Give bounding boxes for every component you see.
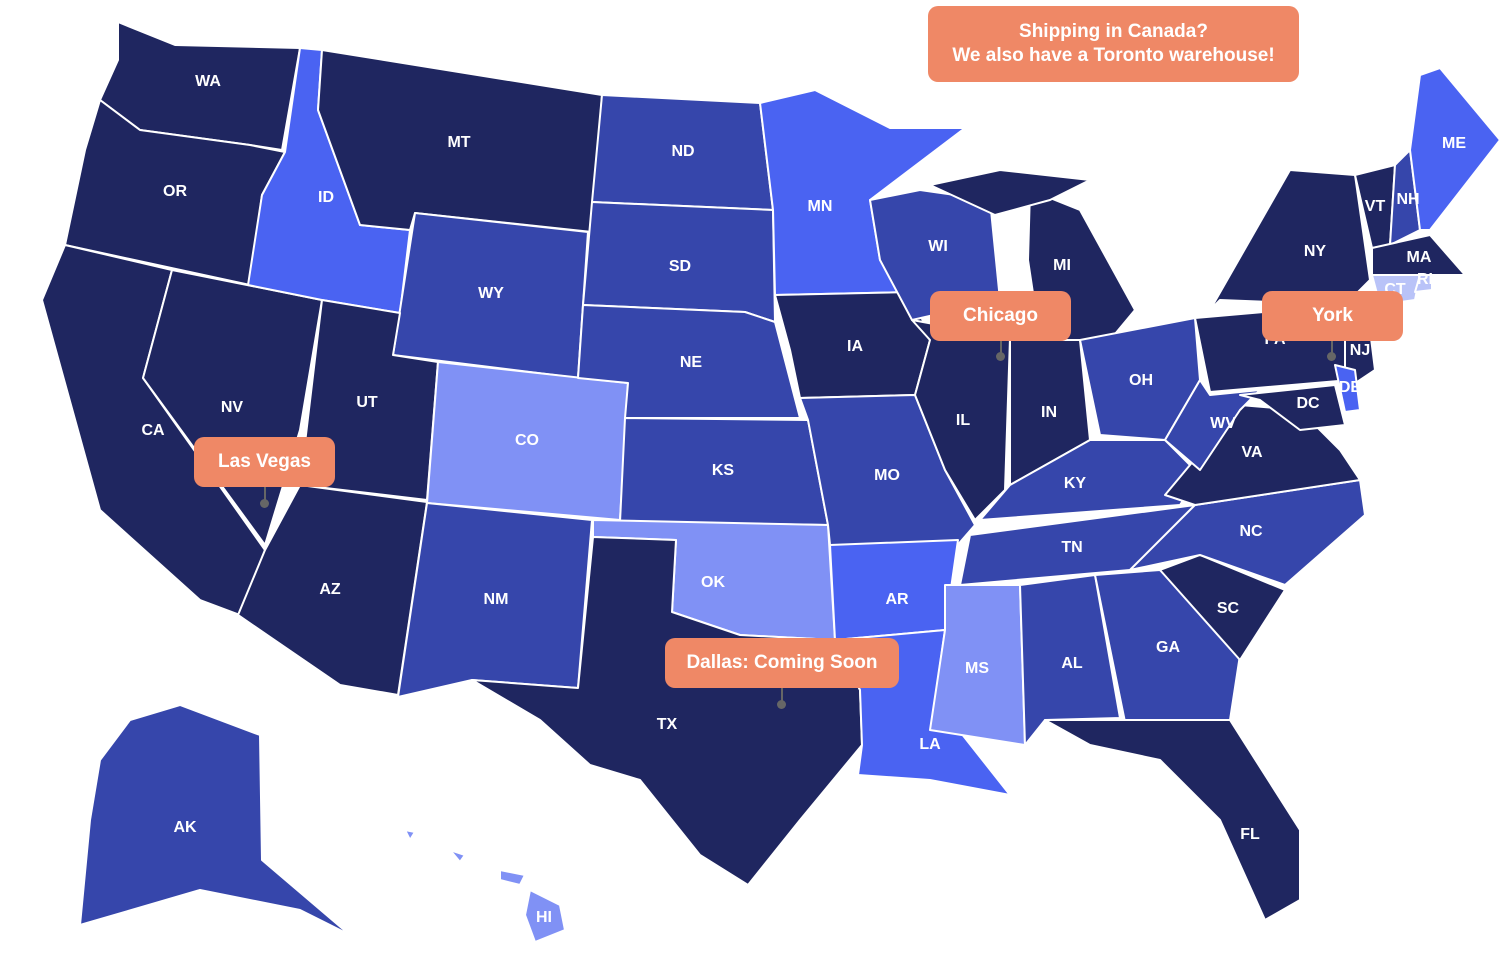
state-tx[interactable] <box>471 536 863 886</box>
state-sd[interactable] <box>582 201 776 323</box>
canada-callout-line1: Shipping in Canada? <box>1019 21 1208 42</box>
dallas-callout[interactable]: Dallas: Coming Soon <box>665 638 899 688</box>
state-wv[interactable] <box>1164 379 1261 471</box>
state-md[interactable] <box>1239 384 1346 431</box>
state-mt[interactable] <box>317 49 603 233</box>
state-ri[interactable] <box>1414 274 1433 293</box>
state-ks[interactable] <box>619 417 829 526</box>
york-pin-dot <box>1327 352 1336 361</box>
dallas-pin-line <box>781 688 783 701</box>
state-ma[interactable] <box>1371 234 1466 276</box>
state-me[interactable] <box>1409 67 1501 231</box>
state-wy[interactable] <box>392 212 589 379</box>
state-ms[interactable] <box>929 584 1026 746</box>
york-callout[interactable]: York <box>1262 291 1403 341</box>
state-ak[interactable] <box>79 704 351 936</box>
state-nm[interactable] <box>397 502 593 698</box>
state-fl[interactable] <box>1044 719 1301 921</box>
state-ny[interactable] <box>1209 169 1371 311</box>
canada-warehouse-callout: Shipping in Canada? We also have a Toron… <box>928 6 1299 82</box>
canada-callout-line2: We also have a Toronto warehouse! <box>952 45 1275 66</box>
las-vegas-callout[interactable]: Las Vegas <box>194 437 335 487</box>
state-hi[interactable] <box>449 849 466 863</box>
state-ar[interactable] <box>829 539 959 641</box>
las-vegas-pin-line <box>264 487 266 501</box>
state-ga[interactable] <box>1094 569 1241 723</box>
dallas-pin-dot <box>777 700 786 709</box>
chicago-pin-dot <box>996 352 1005 361</box>
state-co[interactable] <box>426 361 629 521</box>
state-hi[interactable] <box>404 829 416 841</box>
state-nd[interactable] <box>591 94 774 211</box>
state-hi[interactable] <box>499 869 526 886</box>
state-hi[interactable] <box>524 889 566 943</box>
state-sc[interactable] <box>1159 554 1286 661</box>
chicago-pin-line <box>1000 341 1002 354</box>
york-pin-line <box>1331 341 1333 354</box>
state-mi[interactable] <box>929 169 1091 216</box>
chicago-callout[interactable]: Chicago <box>930 291 1071 341</box>
las-vegas-pin-dot <box>260 499 269 508</box>
state-de[interactable] <box>1334 364 1361 413</box>
